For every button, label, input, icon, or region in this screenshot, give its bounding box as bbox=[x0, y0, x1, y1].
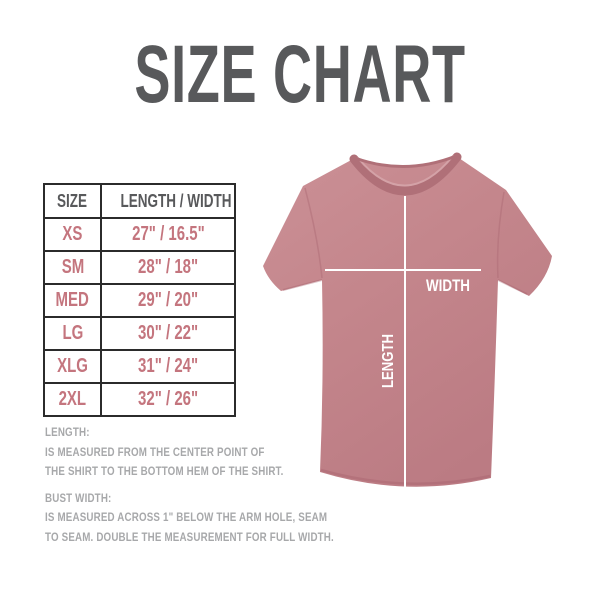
length-note-line: IS MEASURED FROM THE CENTER POINT OF bbox=[45, 446, 265, 459]
measurement-notes: LENGTH: IS MEASURED FROM THE CENTER POIN… bbox=[45, 424, 335, 555]
page-title-text: SIZE CHART bbox=[134, 29, 466, 120]
length-width-column-header: LENGTH / WIDTH bbox=[100, 183, 236, 219]
size-cell: 2XL bbox=[43, 382, 102, 417]
table-row: SM 28" / 18" bbox=[43, 250, 236, 285]
size-cell: MED bbox=[43, 283, 102, 318]
table-row: 2XL 32" / 26" bbox=[43, 382, 236, 417]
value-cell: 28" / 18" bbox=[100, 250, 236, 285]
tshirt-diagram: WIDTH LENGTH bbox=[248, 128, 588, 526]
bust-width-note: BUST WIDTH: IS MEASURED ACROSS 1" BELOW … bbox=[45, 490, 335, 549]
table-row: LG 30" / 22" bbox=[43, 316, 236, 351]
size-cell: XS bbox=[43, 217, 102, 252]
width-label: WIDTH bbox=[426, 276, 470, 295]
length-note: LENGTH: IS MEASURED FROM THE CENTER POIN… bbox=[45, 424, 335, 483]
tshirt-left-sleeve-hem bbox=[282, 279, 323, 291]
value-cell: 32" / 26" bbox=[100, 382, 236, 417]
size-cell: SM bbox=[43, 250, 102, 285]
value-cell: 27" / 16.5" bbox=[100, 217, 236, 252]
tshirt-left-sleeve-seam bbox=[304, 187, 323, 279]
tshirt-collar bbox=[349, 152, 462, 196]
tshirt-body bbox=[263, 156, 552, 487]
size-cell: LG bbox=[43, 316, 102, 351]
length-note-line: THE SHIRT TO THE BOTTOM HEM OF THE SHIRT… bbox=[45, 466, 284, 478]
value-cell: 29" / 20" bbox=[100, 283, 236, 318]
size-column-header: SIZE bbox=[43, 183, 102, 219]
length-label: LENGTH bbox=[380, 334, 397, 388]
tshirt-right-sleeve-hem bbox=[497, 279, 528, 295]
table-row: MED 29" / 20" bbox=[43, 283, 236, 318]
length-note-heading: LENGTH: bbox=[45, 427, 90, 439]
value-cell: 31" / 24" bbox=[100, 349, 236, 384]
table-row: XS 27" / 16.5" bbox=[43, 217, 236, 252]
table-row: XLG 31" / 24" bbox=[43, 349, 236, 384]
value-cell: 30" / 22" bbox=[100, 316, 236, 351]
bust-width-note-line: TO SEAM. DOUBLE THE MEASUREMENT FOR FULL… bbox=[45, 531, 334, 544]
tshirt-collar-back bbox=[353, 154, 458, 169]
size-table-header-row: SIZE LENGTH / WIDTH bbox=[43, 183, 236, 219]
page-title: SIZE CHART bbox=[0, 29, 600, 120]
size-cell: XLG bbox=[43, 349, 102, 384]
size-table: SIZE LENGTH / WIDTH XS 27" / 16.5" SM 28… bbox=[43, 183, 236, 417]
tshirt-right-sleeve-seam bbox=[496, 191, 505, 279]
tshirt-collar-highlight bbox=[357, 155, 454, 187]
tshirt-illustration: WIDTH LENGTH bbox=[263, 152, 552, 502]
bust-width-note-heading: BUST WIDTH: bbox=[45, 492, 112, 505]
bust-width-note-line: IS MEASURED ACROSS 1" BELOW THE ARM HOLE… bbox=[45, 512, 328, 524]
